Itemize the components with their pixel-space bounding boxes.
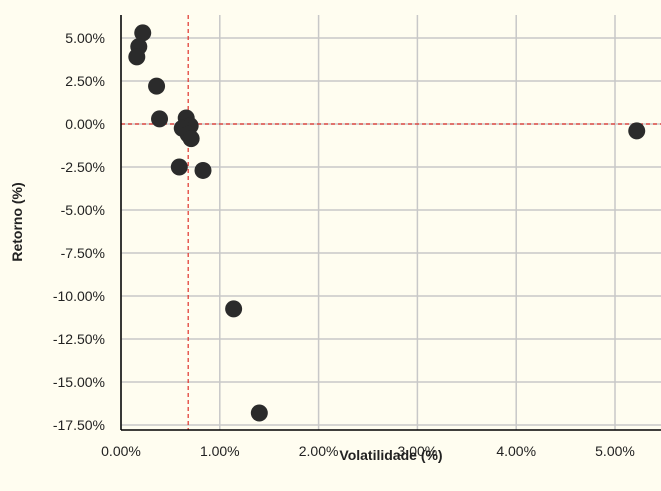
data-point xyxy=(151,110,169,128)
x-axis-title: Volatilidade (%) xyxy=(339,447,442,463)
x-tick-label: 5.00% xyxy=(595,443,635,459)
data-point xyxy=(194,161,212,179)
y-tick-label: 0.00% xyxy=(65,116,105,132)
y-tick-label: -10.00% xyxy=(53,288,105,304)
reference-lines xyxy=(121,15,661,430)
data-point xyxy=(225,300,243,318)
x-tick-label: 1.00% xyxy=(200,443,240,459)
x-tick-label: 0.00% xyxy=(101,443,141,459)
y-axis-title: Retorno (%) xyxy=(9,182,25,261)
data-point xyxy=(134,24,152,42)
x-tick-labels: 0.00% 1.00% 2.00% 3.00% 4.00% 5.00% xyxy=(101,443,635,459)
y-tick-label: 2.50% xyxy=(65,73,105,89)
y-tick-labels: 5.00% 2.50% 0.00% -2.50% -5.00% -7.50% -10.00%… xyxy=(53,30,105,433)
grid xyxy=(120,15,661,430)
x-tick-label: 2.00% xyxy=(299,443,339,459)
y-tick-label: -5.00% xyxy=(61,202,105,218)
y-tick-label: -2.50% xyxy=(61,159,105,175)
y-tick-label: 5.00% xyxy=(65,30,105,46)
data-points xyxy=(128,24,646,422)
data-point xyxy=(128,48,146,66)
data-point xyxy=(182,130,200,148)
x-tick-label: 4.00% xyxy=(496,443,536,459)
data-point xyxy=(148,77,166,95)
data-point xyxy=(170,158,188,176)
data-point xyxy=(628,122,646,140)
y-tick-label: -7.50% xyxy=(61,245,105,261)
data-point xyxy=(250,404,268,422)
plot-area-background xyxy=(121,15,661,430)
x-tick-label: 3.00% xyxy=(398,443,438,459)
y-tick-label: -12.50% xyxy=(53,331,105,347)
y-tick-label: -15.00% xyxy=(53,374,105,390)
axes xyxy=(120,15,661,431)
y-tick-label: -17.50% xyxy=(53,417,105,433)
